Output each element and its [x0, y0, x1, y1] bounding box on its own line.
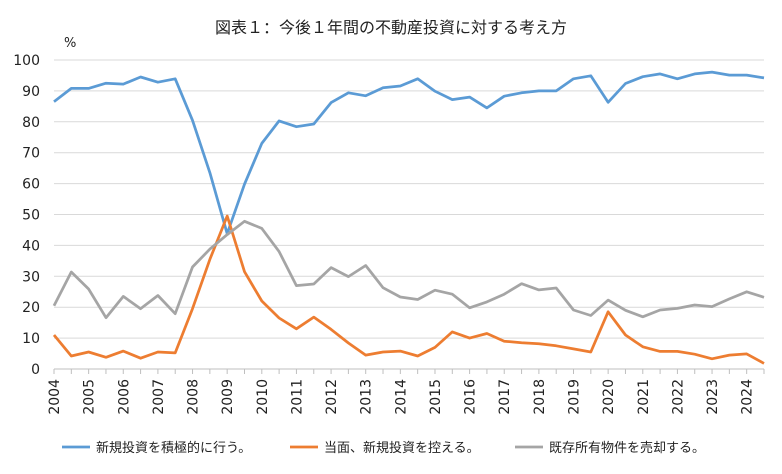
y-tick-label: 80 — [22, 115, 40, 131]
gridlines — [54, 59, 764, 370]
x-tick-label: 2020 — [601, 379, 617, 415]
x-tick-label: 2013 — [359, 379, 375, 415]
x-tick-label: 2011 — [289, 379, 305, 415]
y-tick-label: 40 — [22, 238, 40, 254]
series-line-3 — [52, 219, 765, 320]
x-tick-label: 2015 — [428, 379, 444, 415]
y-tick-label: 90 — [22, 84, 40, 100]
series-line-2 — [52, 214, 765, 365]
x-tick-label: 2004 — [47, 379, 63, 415]
x-tick-label: 2006 — [116, 379, 132, 415]
x-tick-label: 2007 — [151, 379, 167, 415]
x-tick-label: 2005 — [82, 379, 98, 415]
y-tick-label: 60 — [22, 177, 40, 193]
x-tick-label: 2017 — [497, 379, 513, 415]
y-axis-unit-label: % — [64, 36, 76, 51]
y-tick-label: 70 — [22, 146, 40, 162]
x-tick-label: 2008 — [186, 379, 202, 415]
legend-label: 新規投資を積極的に行う。 — [96, 440, 251, 456]
series-line-1 — [53, 70, 765, 236]
x-tick-label: 2018 — [532, 379, 548, 415]
x-tick-label: 2023 — [705, 379, 721, 415]
y-axis-ticks: 0 10 20 30 40 50 60 70 80 90 100 — [13, 53, 40, 378]
x-tick-label: 2016 — [463, 379, 479, 415]
x-tick-label: 2022 — [670, 379, 686, 415]
x-tick-label: 2019 — [567, 379, 583, 415]
x-tick-label: 2009 — [220, 379, 236, 415]
legend-label: 当面、新規投資を控える。 — [324, 440, 480, 456]
x-axis-ticks: 2004 2005 2006 2007 2008 2009 2010 2011 2012 2013… — [47, 369, 765, 415]
y-tick-label: 20 — [22, 300, 40, 316]
y-tick-label: 50 — [22, 208, 40, 224]
legend: 新規投資を積極的に行う。 当面、新規投資を控える。 既存所有物件を売却する。 — [62, 440, 705, 456]
y-tick-label: 100 — [13, 53, 40, 69]
x-tick-label: 2014 — [393, 379, 409, 415]
x-tick-label: 2010 — [255, 379, 271, 415]
y-tick-label: 10 — [22, 331, 40, 347]
series-lines — [52, 70, 765, 365]
x-tick-label: 2021 — [636, 379, 652, 415]
x-tick-label: 2024 — [740, 379, 756, 415]
x-tick-label: 2012 — [324, 379, 340, 415]
legend-label: 既存所有物件を売却する。 — [549, 440, 705, 456]
y-tick-label: 30 — [22, 269, 40, 285]
chart-title: 図表１：今後１年間の不動産投資に対する考え方 — [215, 18, 567, 37]
y-tick-label: 0 — [31, 362, 40, 378]
